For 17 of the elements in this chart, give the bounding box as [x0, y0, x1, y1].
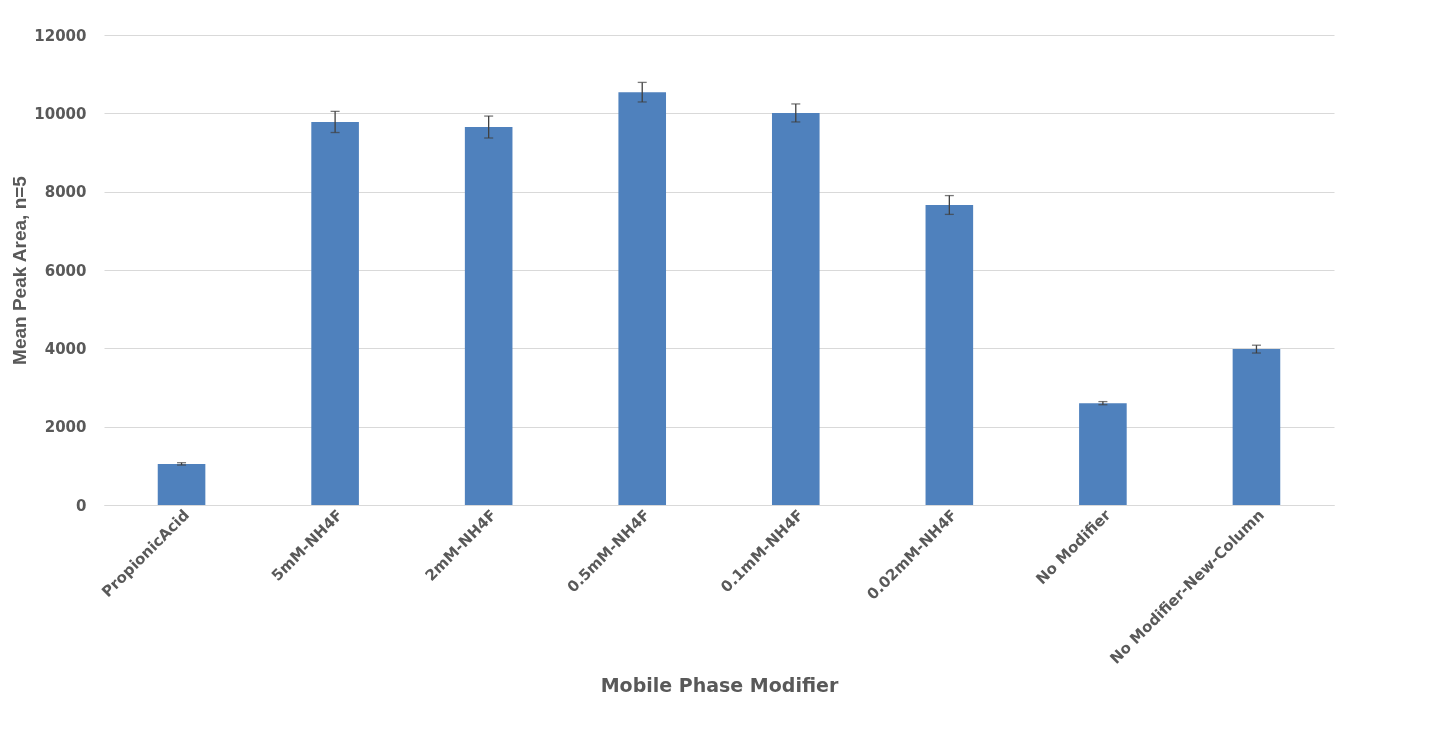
y-tick-label: 4000 — [44, 339, 87, 358]
y-axis-title: Mean Peak Area, n=5 — [9, 175, 31, 365]
x-axis-title: Mobile Phase Modifier — [600, 673, 839, 696]
bar — [925, 204, 974, 505]
y-tick-label: 6000 — [44, 261, 87, 280]
bar — [618, 92, 667, 505]
y-tick-label: 0 — [76, 496, 87, 515]
bar — [1232, 349, 1281, 505]
y-tick-label: 8000 — [44, 183, 87, 202]
y-tick-label: 2000 — [44, 418, 87, 437]
bar — [311, 121, 359, 505]
bar — [157, 463, 206, 505]
y-tick-label: 12000 — [34, 26, 87, 45]
bar — [464, 127, 513, 505]
bar — [1079, 403, 1127, 505]
bar — [771, 112, 820, 505]
y-tick-label: 10000 — [34, 104, 87, 123]
